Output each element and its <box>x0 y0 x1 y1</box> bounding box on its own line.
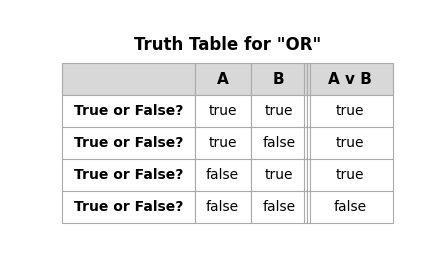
Bar <box>307 127 392 159</box>
Bar <box>194 127 251 159</box>
Bar <box>307 191 392 223</box>
Text: true: true <box>208 104 237 118</box>
Text: true: true <box>336 136 364 150</box>
Text: false: false <box>206 168 239 182</box>
Bar <box>251 95 307 127</box>
Bar <box>62 191 194 223</box>
Bar <box>62 95 194 127</box>
Text: B: B <box>273 72 285 87</box>
Text: false: false <box>262 136 295 150</box>
Text: A v B: A v B <box>328 72 372 87</box>
Bar <box>307 95 392 127</box>
Text: true: true <box>265 168 293 182</box>
Bar <box>251 127 307 159</box>
Text: false: false <box>333 200 366 214</box>
Text: True or False?: True or False? <box>74 168 183 182</box>
Text: false: false <box>262 200 295 214</box>
Text: True or False?: True or False? <box>74 136 183 150</box>
Text: True or False?: True or False? <box>74 200 183 214</box>
Bar <box>194 191 251 223</box>
Bar <box>194 95 251 127</box>
Text: Truth Table for "OR": Truth Table for "OR" <box>134 36 321 54</box>
Text: true: true <box>265 104 293 118</box>
Text: true: true <box>336 168 364 182</box>
Bar <box>194 63 251 95</box>
Bar <box>307 159 392 191</box>
Bar <box>307 63 392 95</box>
Text: True or False?: True or False? <box>74 104 183 118</box>
Bar <box>194 159 251 191</box>
Text: A: A <box>217 72 229 87</box>
Bar <box>62 127 194 159</box>
Bar <box>62 159 194 191</box>
Bar <box>62 63 194 95</box>
Text: true: true <box>208 136 237 150</box>
Bar <box>251 63 307 95</box>
Text: false: false <box>206 200 239 214</box>
Bar <box>251 191 307 223</box>
Bar <box>251 159 307 191</box>
Text: true: true <box>336 104 364 118</box>
